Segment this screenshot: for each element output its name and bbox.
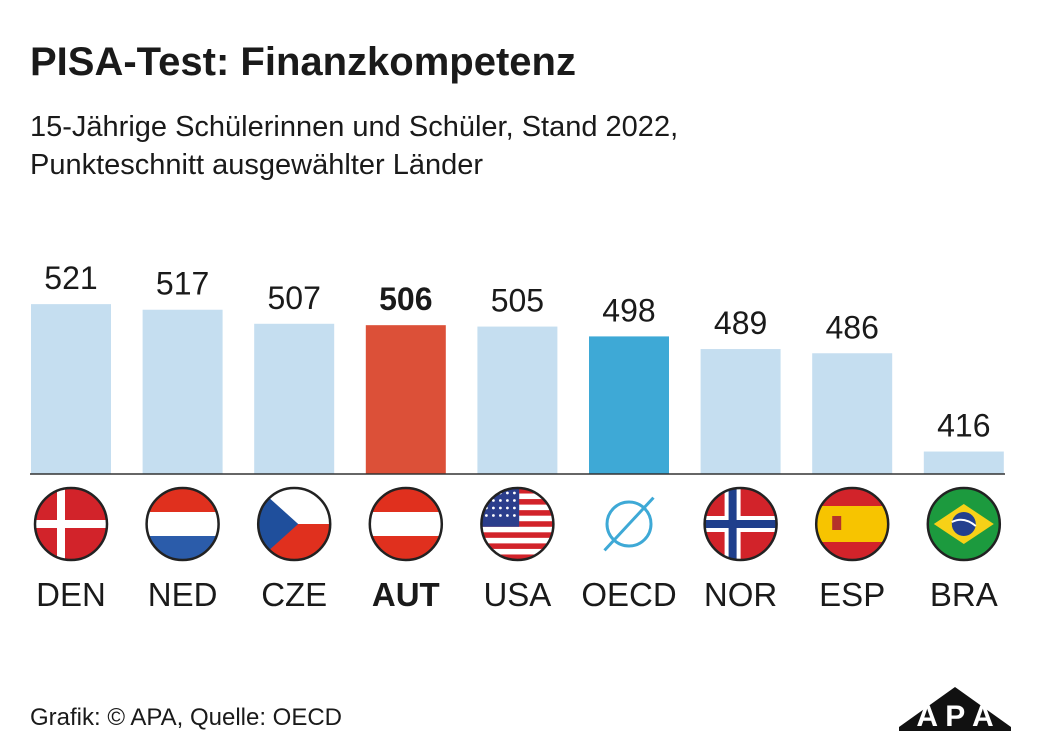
value-labels-group: 521 517 507 506 505 498 489 486 416: [44, 260, 990, 443]
category-label-cze: CZE: [261, 576, 327, 613]
flag-czechia-icon: [256, 486, 332, 562]
apa-logo: A P A: [899, 687, 1011, 731]
category-label-esp: ESP: [819, 576, 885, 613]
bar-bra: [923, 451, 1004, 474]
bar-cze: [254, 323, 335, 474]
value-label-esp: 486: [826, 309, 879, 345]
value-label-aut: 506: [379, 281, 432, 317]
chart-subtitle: 15-Jährige Schülerinnen und Schüler, Sta…: [30, 108, 678, 184]
value-label-usa: 505: [491, 283, 544, 319]
flag-spain-icon: [814, 486, 890, 562]
value-label-den: 521: [44, 260, 97, 296]
bar-chart: 521 517 507 506 505 498 489 486 416 DEN NED CZE AUT…: [30, 260, 1005, 613]
flag-brazil-icon: [926, 486, 1002, 562]
value-label-bra: 416: [937, 408, 990, 444]
subtitle-line-2: Punkteschnitt ausgewählter Länder: [30, 149, 484, 181]
category-label-ned: NED: [148, 576, 218, 613]
svg-text:A P A: A P A: [916, 700, 993, 731]
flags-group: [33, 486, 1002, 562]
category-label-oecd: OECD: [581, 576, 676, 613]
flag-usa-icon: [480, 486, 555, 562]
bar-ned: [142, 309, 223, 474]
source-note: Grafik: © APA, Quelle: OECD: [30, 704, 342, 731]
value-label-cze: 507: [268, 280, 321, 316]
category-label-nor: NOR: [704, 576, 777, 613]
flag-denmark-icon: [33, 486, 109, 562]
category-label-bra: BRA: [930, 576, 998, 613]
flag-austria-icon: [368, 486, 444, 562]
category-labels-group: DEN NED CZE AUT USA OECD NOR ESP BRA: [36, 576, 998, 613]
bar-usa: [477, 326, 558, 474]
category-label-den: DEN: [36, 576, 106, 613]
flag-norway-icon: [703, 486, 778, 562]
bars-group: [31, 304, 1004, 474]
value-label-ned: 517: [156, 266, 209, 302]
value-label-nor: 489: [714, 305, 767, 341]
oecd-average-icon: [601, 494, 657, 554]
bar-den: [31, 304, 111, 474]
subtitle-line-1: 15-Jährige Schülerinnen und Schüler, Sta…: [30, 111, 679, 143]
bar-nor: [700, 349, 781, 474]
flag-netherlands-icon: [145, 486, 220, 562]
value-label-oecd: 498: [602, 292, 655, 328]
bar-oecd: [589, 336, 669, 474]
bar-esp: [812, 353, 893, 474]
category-label-aut: AUT: [372, 576, 440, 613]
chart-title: PISA-Test: Finanzkompetenz: [30, 40, 576, 84]
bar-aut: [365, 325, 446, 474]
category-label-usa: USA: [483, 576, 551, 613]
